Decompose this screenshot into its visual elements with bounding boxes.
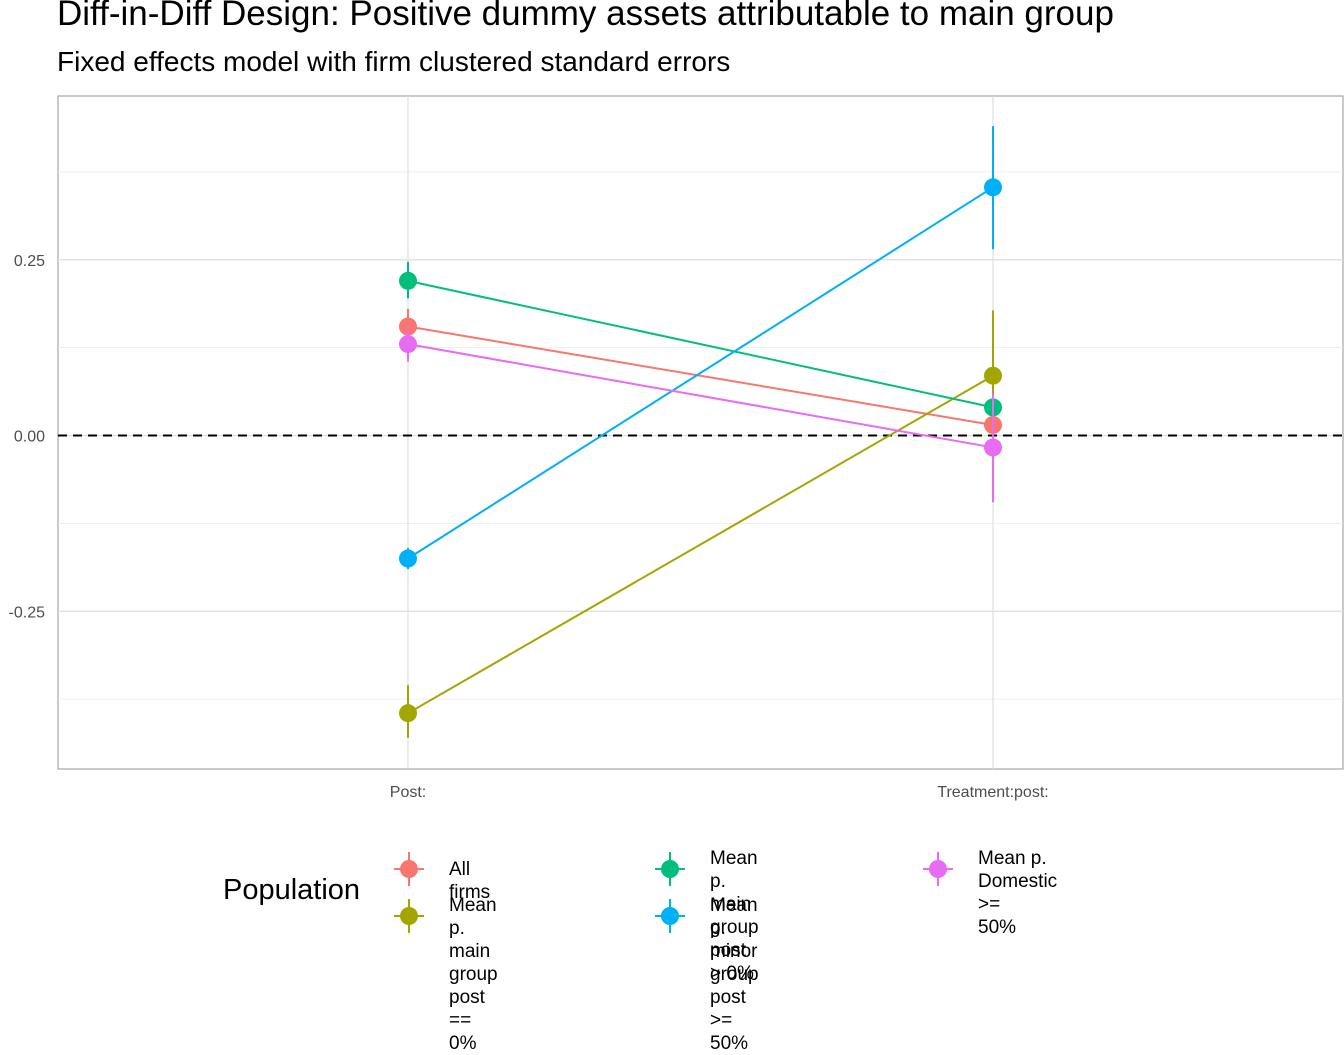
data-point [984, 366, 1002, 385]
y-tick-label: 0.00 [14, 429, 45, 446]
x-tick-label: Post: [390, 784, 426, 801]
data-point [399, 271, 417, 290]
series-line [407, 374, 994, 715]
series-line [407, 343, 994, 449]
series-line [407, 279, 994, 409]
series-4 [399, 326, 1002, 503]
axis-labels: -0.25 0.00 0.25 Post: Treatment:post: [9, 253, 1049, 801]
chart-title: Diff-in-Diff Design: Positive dummy asse… [57, 0, 1114, 33]
data-point [399, 335, 417, 354]
series-line [407, 325, 994, 426]
series-1 [399, 310, 1002, 738]
data-point [399, 704, 417, 723]
plot-panel [57, 95, 1344, 770]
data-point [984, 178, 1002, 197]
chart-plot: -0.25 0.00 0.25 Post: Treatment:post: [9, 95, 1344, 801]
x-tick-label: Treatment:post: [937, 784, 1048, 801]
series-3 [399, 126, 1002, 570]
series-layer [399, 126, 1002, 738]
y-tick-label: -0.25 [9, 604, 46, 621]
chart-subtitle: Fixed effects model with firm clustered … [57, 46, 731, 77]
data-point [984, 438, 1002, 457]
series-line [407, 186, 994, 560]
y-tick-label: 0.25 [14, 253, 45, 270]
data-point [399, 549, 417, 568]
